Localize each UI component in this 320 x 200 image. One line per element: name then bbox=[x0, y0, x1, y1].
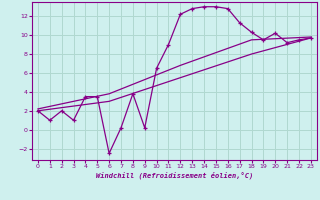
X-axis label: Windchill (Refroidissement éolien,°C): Windchill (Refroidissement éolien,°C) bbox=[96, 172, 253, 179]
